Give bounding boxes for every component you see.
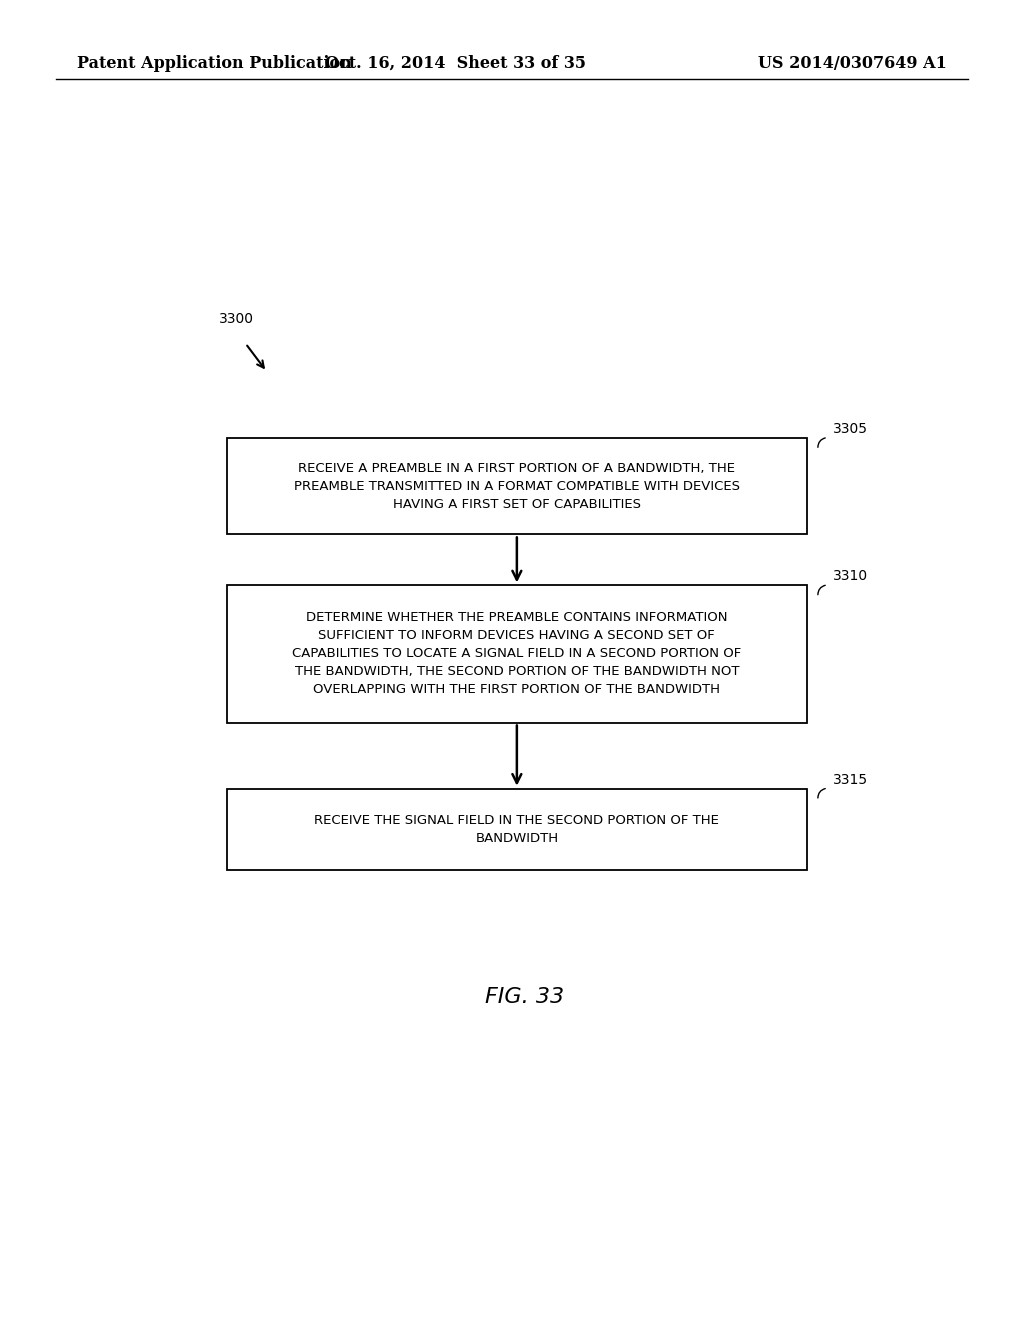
- Text: RECEIVE A PREAMBLE IN A FIRST PORTION OF A BANDWIDTH, THE
PREAMBLE TRANSMITTED I: RECEIVE A PREAMBLE IN A FIRST PORTION OF…: [294, 462, 740, 511]
- Bar: [227, 585, 807, 722]
- Text: US 2014/0307649 A1: US 2014/0307649 A1: [759, 55, 947, 71]
- Text: Oct. 16, 2014  Sheet 33 of 35: Oct. 16, 2014 Sheet 33 of 35: [326, 55, 586, 71]
- Text: 3315: 3315: [833, 772, 868, 787]
- Text: 3305: 3305: [833, 422, 867, 436]
- Text: FIG. 33: FIG. 33: [485, 987, 564, 1007]
- Bar: [227, 438, 807, 535]
- Text: Patent Application Publication: Patent Application Publication: [77, 55, 351, 71]
- Bar: [227, 788, 807, 870]
- Text: 3300: 3300: [219, 312, 254, 326]
- Text: 3310: 3310: [833, 569, 868, 583]
- Text: DETERMINE WHETHER THE PREAMBLE CONTAINS INFORMATION
SUFFICIENT TO INFORM DEVICES: DETERMINE WHETHER THE PREAMBLE CONTAINS …: [292, 611, 741, 697]
- Text: RECEIVE THE SIGNAL FIELD IN THE SECOND PORTION OF THE
BANDWIDTH: RECEIVE THE SIGNAL FIELD IN THE SECOND P…: [314, 813, 719, 845]
